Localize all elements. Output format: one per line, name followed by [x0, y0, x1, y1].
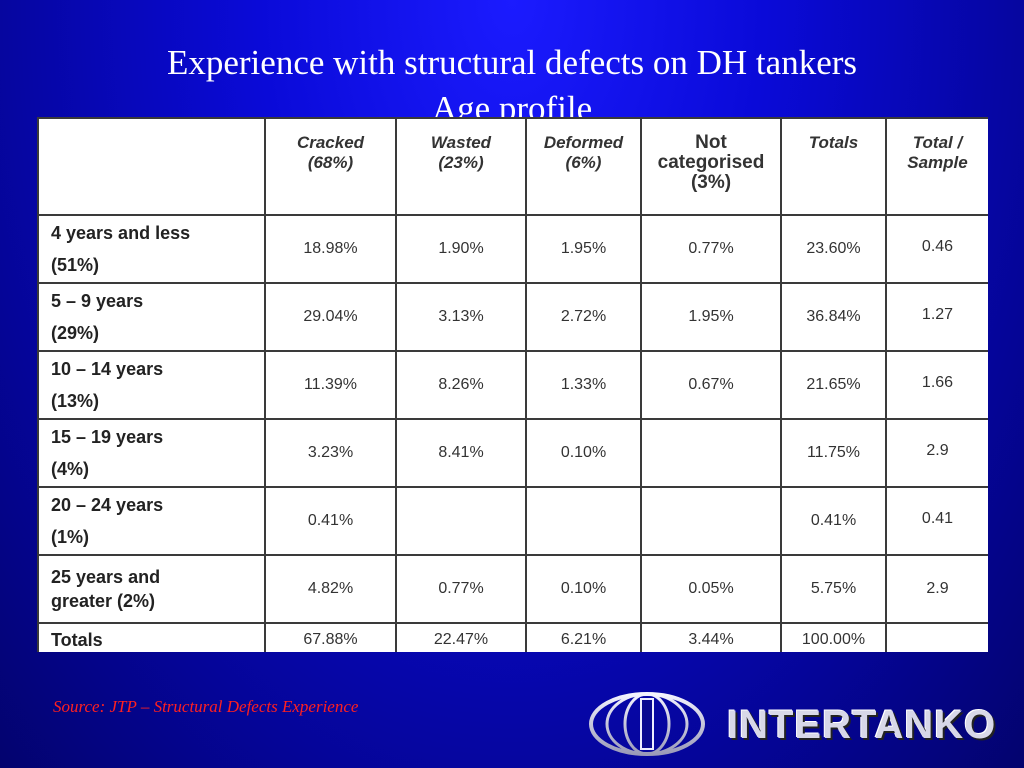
- table-row: 10 – 14 years (13%) 11.39% 8.26% 1.33% 0.…: [37, 350, 988, 420]
- cell-total-sample: 2.9: [885, 418, 988, 488]
- cell-totals: 5.75%: [780, 554, 887, 624]
- table-row: 15 – 19 years (4%) 3.23% 8.41% 0.10% 11.7…: [37, 418, 988, 488]
- cell-cracked: 4.82%: [264, 554, 397, 624]
- cell-cracked: 18.98%: [264, 214, 397, 284]
- header-deformed: Deformed (6%): [525, 117, 642, 216]
- header-cracked: Cracked (68%): [264, 117, 397, 216]
- cell-totals: 0.41%: [780, 486, 887, 556]
- cell-total-sample: 0.46: [885, 214, 988, 284]
- data-table-container: Cracked (68%) Wasted (23%) Deformed (6%) No…: [37, 117, 988, 652]
- cell-deformed: 2.72%: [525, 282, 642, 352]
- cell-wasted: [395, 486, 527, 556]
- cell-totals: 21.65%: [780, 350, 887, 420]
- total-totals: 100.00%: [780, 622, 887, 652]
- source-note: Source: JTP – Structural Defects Experie…: [53, 697, 359, 716]
- cell-not-categorised: 0.05%: [640, 554, 782, 624]
- table-row: 25 years and greater (2%) 4.82% 0.77% 0.1…: [37, 554, 988, 624]
- cell-deformed: 1.95%: [525, 214, 642, 284]
- defects-table: Cracked (68%) Wasted (23%) Deformed (6%) No…: [37, 117, 988, 652]
- cell-not-categorised: 0.67%: [640, 350, 782, 420]
- cell-total-sample: 1.27: [885, 282, 988, 352]
- cell-not-categorised: [640, 418, 782, 488]
- cell-cracked: 0.41%: [264, 486, 397, 556]
- cell-total-sample: 1.66: [885, 350, 988, 420]
- cell-wasted: 1.90%: [395, 214, 527, 284]
- table-row: 20 – 24 years (1%) 0.41% 0.41% 0.41: [37, 486, 988, 556]
- cell-cracked: 29.04%: [264, 282, 397, 352]
- total-deformed: 6.21%: [525, 622, 642, 652]
- cell-totals: 23.60%: [780, 214, 887, 284]
- cell-not-categorised: 1.95%: [640, 282, 782, 352]
- row-label: 5 – 9 years (29%): [37, 282, 266, 352]
- cell-deformed: [525, 486, 642, 556]
- row-label: 4 years and less (51%): [37, 214, 266, 284]
- table-row: 4 years and less (51%) 18.98% 1.90% 1.95%…: [37, 214, 988, 284]
- cell-deformed: 0.10%: [525, 418, 642, 488]
- cell-wasted: 8.41%: [395, 418, 527, 488]
- header-row: Cracked (68%) Wasted (23%) Deformed (6%) No…: [37, 117, 988, 216]
- cell-cracked: 11.39%: [264, 350, 397, 420]
- row-label: 25 years and greater (2%): [37, 554, 266, 624]
- row-label: 20 – 24 years (1%): [37, 486, 266, 556]
- cell-total-sample: 0.41: [885, 486, 988, 556]
- cell-deformed: 0.10%: [525, 554, 642, 624]
- header-empty: [37, 117, 266, 216]
- cell-not-categorised: [640, 486, 782, 556]
- header-totals: Totals: [780, 117, 887, 216]
- header-wasted: Wasted (23%): [395, 117, 527, 216]
- total-cracked: 67.88%: [264, 622, 397, 652]
- cell-deformed: 1.33%: [525, 350, 642, 420]
- total-not-categorised: 3.44%: [640, 622, 782, 652]
- cell-wasted: 0.77%: [395, 554, 527, 624]
- cell-not-categorised: 0.77%: [640, 214, 782, 284]
- row-label: 10 – 14 years (13%): [37, 350, 266, 420]
- cell-wasted: 8.26%: [395, 350, 527, 420]
- header-total-sample: Total / Sample: [885, 117, 988, 216]
- title-line-1: Experience with structural defects on DH…: [166, 43, 858, 82]
- cell-cracked: 3.23%: [264, 418, 397, 488]
- totals-label: Totals: [37, 622, 266, 652]
- table-row: 5 – 9 years (29%) 29.04% 3.13% 2.72% 1.95…: [37, 282, 988, 352]
- cell-totals: 11.75%: [780, 418, 887, 488]
- globe-icon: [589, 692, 705, 756]
- total-sample: [885, 622, 988, 652]
- intertanko-logo-text: INTERTANKO: [727, 703, 997, 747]
- cell-wasted: 3.13%: [395, 282, 527, 352]
- cell-total-sample: 2.9: [885, 554, 988, 624]
- slide-title: Experience with structural defects on DH…: [0, 40, 1024, 132]
- row-label: 15 – 19 years (4%): [37, 418, 266, 488]
- total-wasted: 22.47%: [395, 622, 527, 652]
- header-not-categorised: Not categorised (3%): [640, 117, 782, 216]
- totals-row: Totals 67.88% 22.47% 6.21% 3.44% 100.00%: [37, 622, 988, 652]
- cell-totals: 36.84%: [780, 282, 887, 352]
